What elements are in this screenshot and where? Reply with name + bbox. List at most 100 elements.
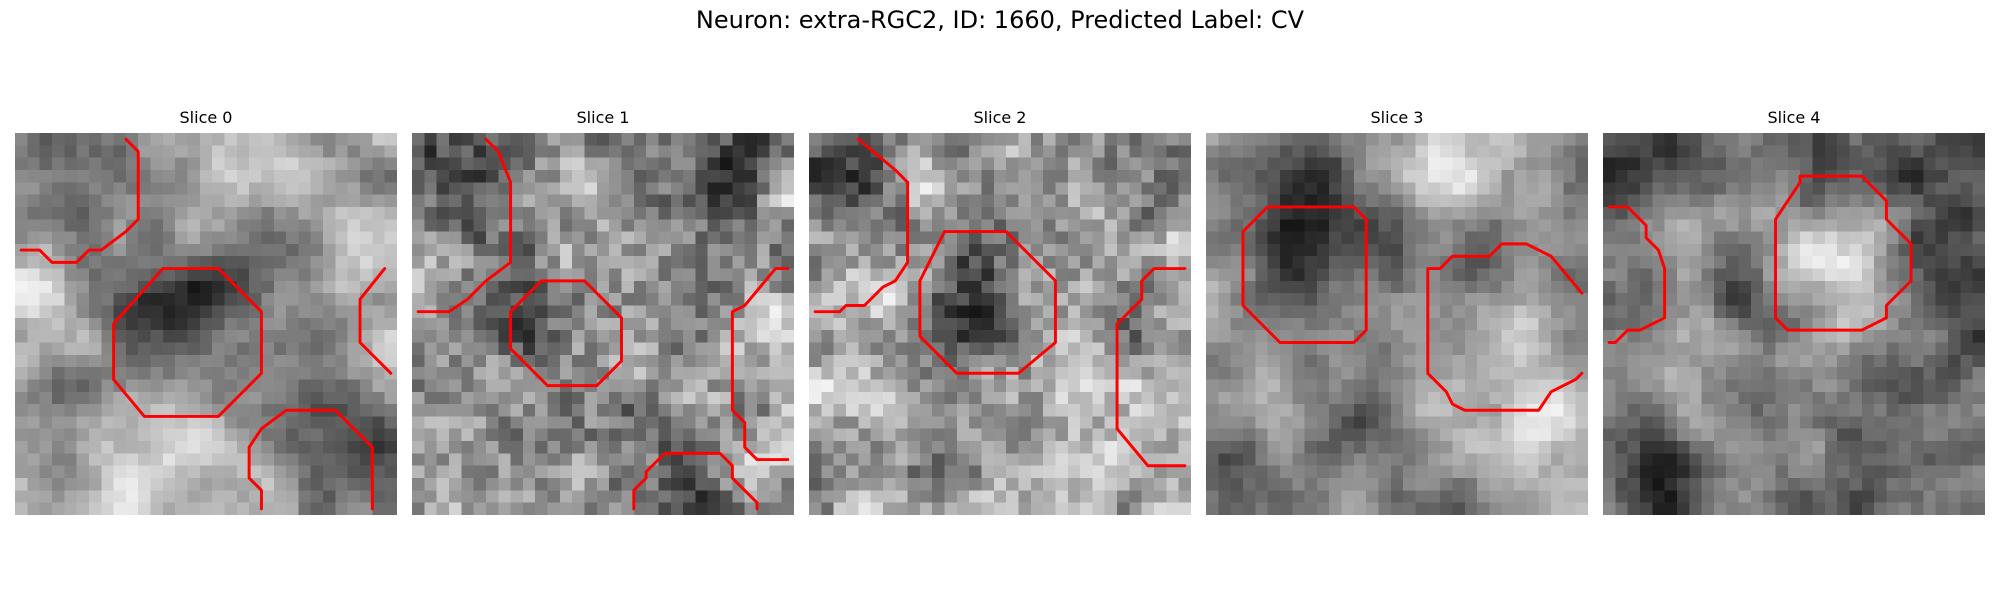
pixel bbox=[522, 465, 536, 479]
pixel bbox=[310, 194, 324, 208]
pixel bbox=[584, 502, 598, 515]
pixel bbox=[162, 342, 176, 356]
pixel bbox=[101, 133, 114, 146]
pixel bbox=[757, 182, 770, 195]
pixel bbox=[101, 182, 114, 195]
pixel bbox=[1230, 293, 1244, 306]
pixel bbox=[1886, 354, 1899, 368]
pixel bbox=[27, 379, 40, 393]
pixel bbox=[1898, 428, 1912, 442]
pixel bbox=[1018, 182, 1032, 195]
roi-contour-main bbox=[918, 230, 1057, 375]
pixel bbox=[76, 182, 90, 195]
slice-title-2: Slice 2 bbox=[973, 108, 1027, 127]
pixel bbox=[1898, 416, 1912, 429]
pixel bbox=[1316, 367, 1330, 380]
pixel bbox=[1538, 490, 1552, 503]
pixel bbox=[1639, 342, 1653, 356]
pixel bbox=[360, 145, 373, 158]
pixel bbox=[249, 268, 262, 282]
pixel bbox=[498, 379, 511, 393]
pixel bbox=[956, 478, 970, 491]
pixel bbox=[1911, 441, 1924, 454]
pixel bbox=[1627, 465, 1641, 479]
pixel bbox=[436, 453, 450, 466]
pixel bbox=[436, 256, 450, 269]
pixel bbox=[1390, 391, 1404, 405]
pixel bbox=[907, 404, 921, 417]
pixel bbox=[1166, 342, 1179, 356]
pixel bbox=[658, 330, 672, 343]
pixel bbox=[1575, 354, 1588, 368]
pixel bbox=[1501, 391, 1515, 405]
pixel bbox=[882, 367, 896, 380]
pixel bbox=[1627, 243, 1641, 257]
pixel bbox=[809, 182, 822, 195]
pixel bbox=[769, 293, 782, 306]
pixel bbox=[150, 367, 164, 380]
pixel bbox=[1403, 280, 1416, 294]
pixel bbox=[424, 502, 437, 515]
pixel bbox=[969, 342, 982, 356]
pixel bbox=[1935, 256, 1949, 269]
pixel bbox=[1738, 502, 1752, 515]
pixel bbox=[1279, 206, 1293, 220]
pixel bbox=[1080, 280, 1093, 294]
pixel bbox=[88, 182, 102, 195]
pixel bbox=[1279, 330, 1293, 343]
pixel bbox=[1689, 231, 1702, 245]
pixel bbox=[64, 342, 77, 356]
pixel bbox=[1166, 453, 1179, 466]
pixel bbox=[1415, 453, 1429, 466]
pixel bbox=[1676, 133, 1690, 146]
pixel bbox=[236, 182, 250, 195]
pixel bbox=[621, 354, 635, 368]
pixel bbox=[1800, 342, 1813, 356]
pixel bbox=[1255, 182, 1268, 195]
pixel bbox=[1551, 268, 1564, 282]
pixel bbox=[76, 354, 90, 368]
pixel bbox=[1898, 256, 1912, 269]
pixel bbox=[347, 305, 361, 319]
pixel bbox=[424, 441, 437, 454]
pixel bbox=[1575, 243, 1588, 257]
pixel bbox=[384, 416, 397, 429]
pixel bbox=[51, 145, 65, 158]
pixel bbox=[347, 157, 361, 171]
pixel bbox=[1464, 354, 1478, 368]
pixel bbox=[895, 416, 908, 429]
pixel bbox=[510, 478, 524, 491]
pixel bbox=[969, 354, 982, 368]
pixel bbox=[757, 391, 770, 405]
contour-overlay-2 bbox=[813, 137, 1187, 468]
pixel bbox=[1775, 157, 1789, 171]
pixel bbox=[895, 453, 908, 466]
pixel bbox=[1464, 441, 1478, 454]
pixel bbox=[695, 256, 708, 269]
pixel bbox=[360, 256, 373, 269]
pixel bbox=[1750, 354, 1764, 368]
pixel bbox=[1763, 231, 1776, 245]
pixel bbox=[1935, 367, 1949, 380]
pixel bbox=[76, 280, 90, 294]
pixel bbox=[744, 317, 758, 331]
pixel bbox=[113, 342, 127, 356]
pixel bbox=[1837, 465, 1850, 479]
pixel bbox=[1603, 330, 1616, 343]
pixel bbox=[1615, 367, 1628, 380]
pixel bbox=[15, 441, 28, 454]
pixel bbox=[1526, 367, 1539, 380]
pixel bbox=[424, 391, 437, 405]
pixel bbox=[347, 330, 361, 343]
pixel bbox=[1018, 478, 1032, 491]
pixel bbox=[757, 157, 770, 171]
pixel bbox=[1775, 145, 1789, 158]
pixel bbox=[1477, 231, 1490, 245]
pixel bbox=[1043, 231, 1056, 245]
pixel bbox=[695, 133, 708, 146]
pixel bbox=[769, 428, 782, 442]
pixel bbox=[781, 305, 794, 319]
pixel bbox=[51, 465, 65, 479]
pixel bbox=[1129, 391, 1142, 405]
pixel bbox=[1923, 268, 1936, 282]
